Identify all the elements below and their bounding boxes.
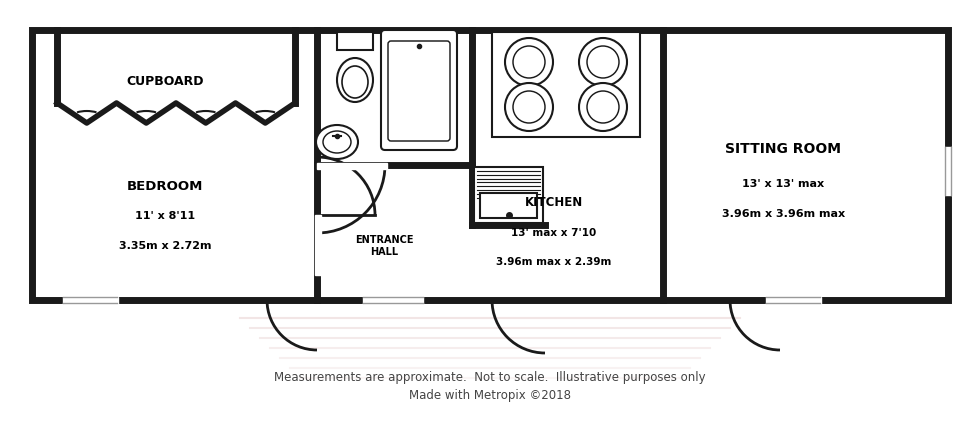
Text: 13' max x 7'10: 13' max x 7'10 [512, 227, 597, 237]
Circle shape [505, 83, 553, 131]
Ellipse shape [323, 131, 351, 153]
Bar [945, 147, 952, 195]
Text: Made with Metropix ©2018: Made with Metropix ©2018 [409, 389, 571, 402]
Bar [337, 32, 373, 50]
FancyBboxPatch shape [388, 41, 450, 141]
Bar [474, 167, 543, 223]
Text: CUPBOARD: CUPBOARD [126, 75, 204, 88]
Text: 11' x 8'11: 11' x 8'11 [135, 211, 195, 221]
Bar [766, 297, 821, 304]
Bar [32, 30, 948, 300]
Text: 13' x 13' max: 13' x 13' max [742, 179, 824, 189]
Circle shape [513, 91, 545, 123]
Text: GASCOIGNE
HALMAN: GASCOIGNE HALMAN [307, 127, 673, 243]
Bar [315, 215, 320, 275]
Circle shape [579, 38, 627, 86]
Text: ENTRANCE
HALL: ENTRANCE HALL [356, 235, 414, 257]
Text: 3.96m x 3.96m max: 3.96m x 3.96m max [721, 208, 845, 218]
Text: Measurements are approximate.  Not to scale.  Illustrative purposes only: Measurements are approximate. Not to sca… [274, 371, 706, 384]
FancyBboxPatch shape [381, 30, 457, 150]
Bar [492, 32, 640, 137]
Bar [480, 193, 537, 218]
Ellipse shape [316, 125, 358, 159]
Circle shape [579, 83, 627, 131]
Ellipse shape [342, 66, 368, 98]
Bar [317, 163, 387, 168]
Text: 3.35m x 2.72m: 3.35m x 2.72m [119, 241, 211, 251]
Ellipse shape [337, 58, 373, 102]
Bar [363, 297, 423, 304]
Text: KITCHEN: KITCHEN [525, 196, 583, 209]
Text: 3.96m max x 2.39m: 3.96m max x 2.39m [497, 257, 612, 267]
Text: BEDROOM: BEDROOM [126, 180, 203, 193]
Bar [63, 297, 118, 304]
Circle shape [587, 91, 619, 123]
Circle shape [513, 46, 545, 78]
Text: SITTING ROOM: SITTING ROOM [725, 142, 841, 156]
Circle shape [505, 38, 553, 86]
Circle shape [587, 46, 619, 78]
